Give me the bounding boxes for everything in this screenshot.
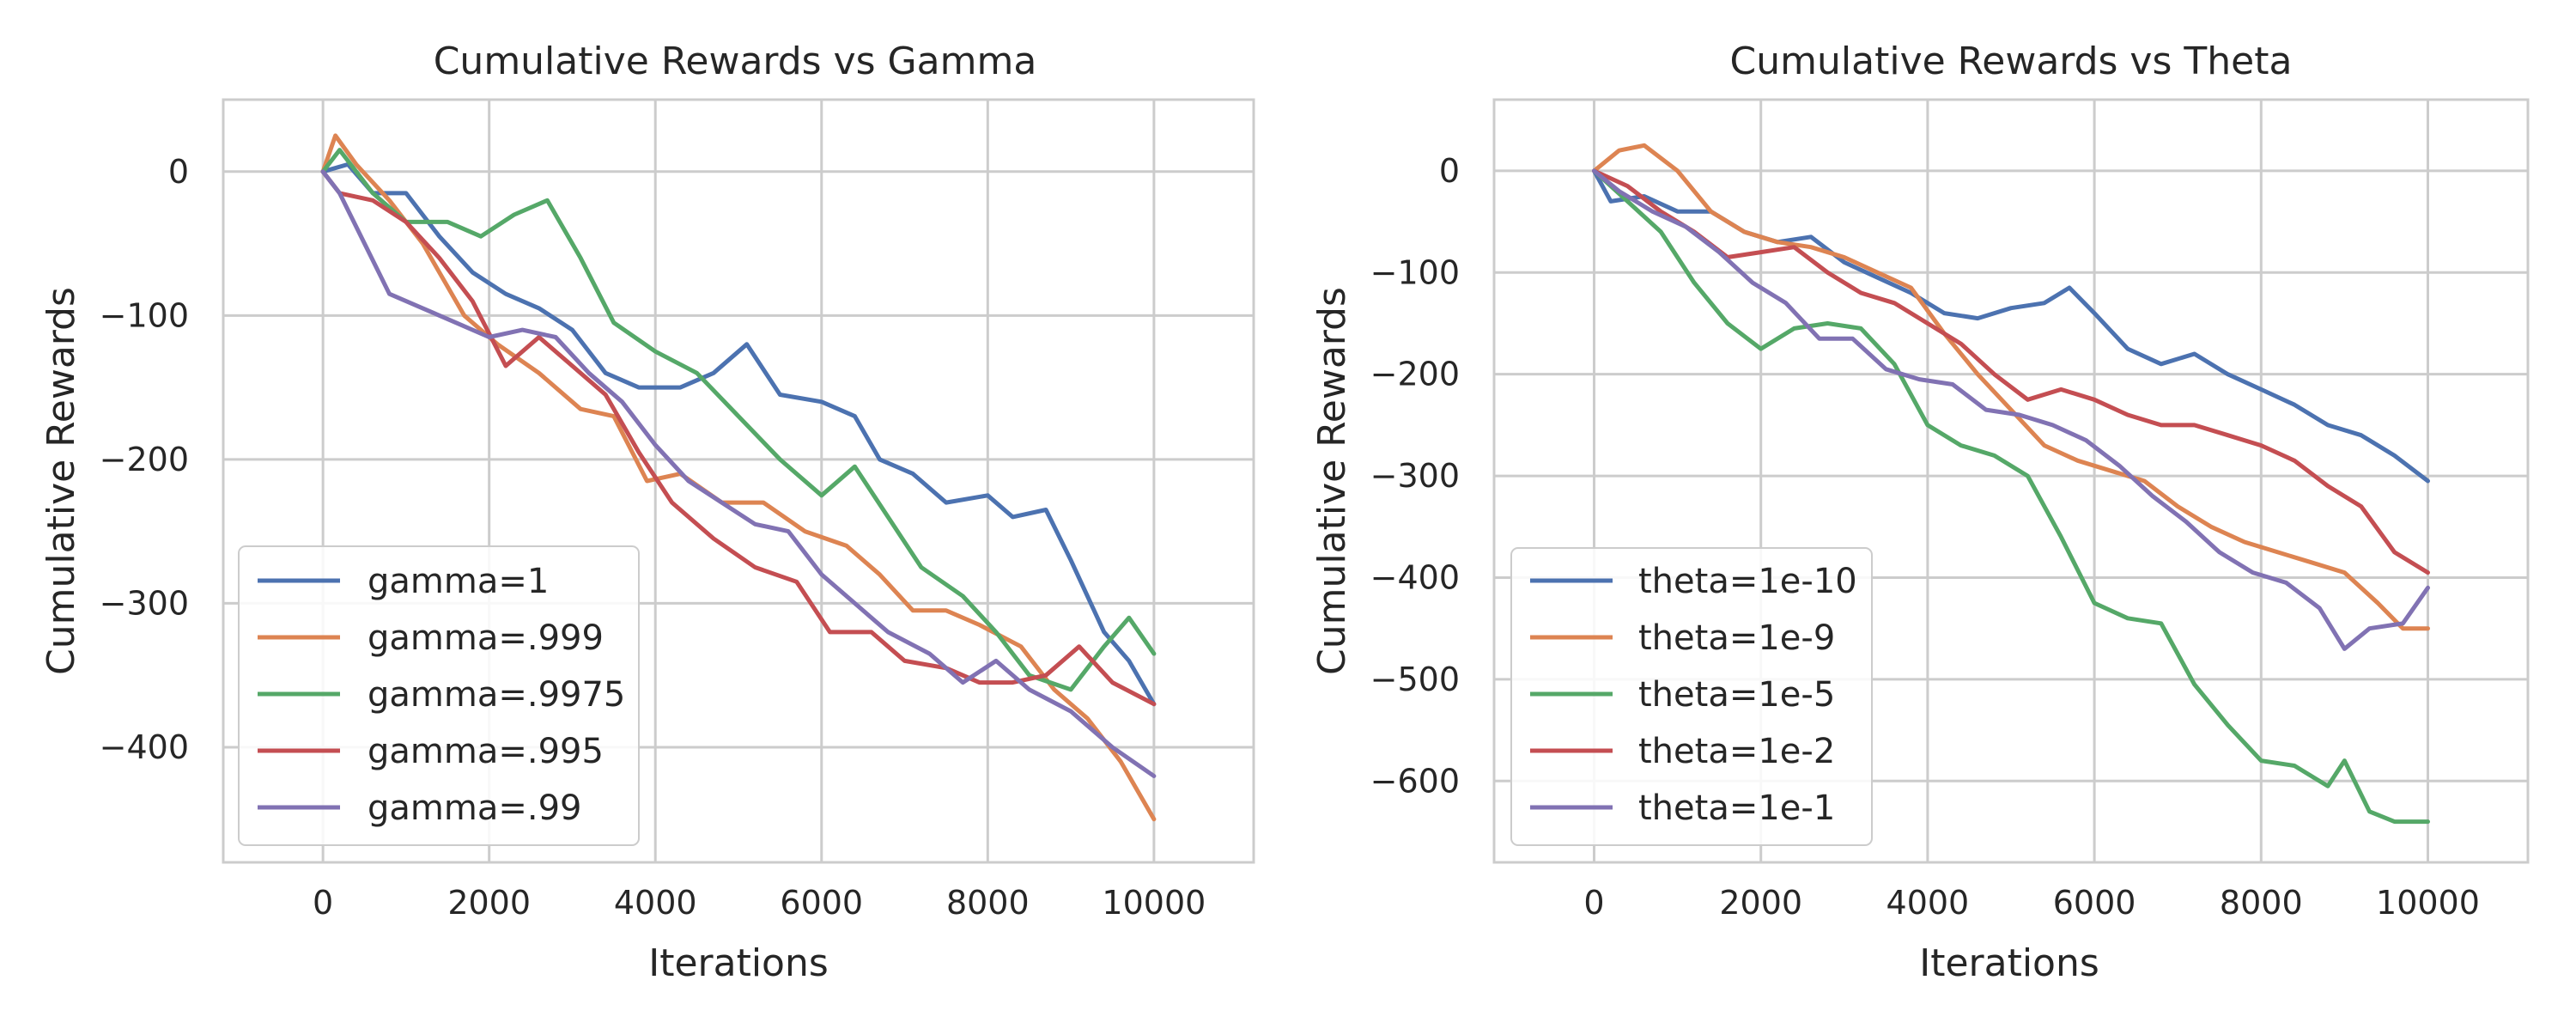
series-line-gamma-99 bbox=[320, 169, 1157, 778]
y-axis-label: Cumulative Rewards bbox=[1310, 287, 1354, 675]
y-tick-label: −100 bbox=[1370, 253, 1460, 291]
legend-entry: theta=1e-10 bbox=[1530, 562, 1857, 601]
legend-label: theta=1e-5 bbox=[1638, 675, 1835, 715]
legend: theta=1e-10 theta=1e-9 theta=1e-5 theta=… bbox=[1510, 547, 1873, 846]
legend-entry: gamma=.999 bbox=[258, 618, 604, 658]
x-tick-label: 4000 bbox=[614, 884, 697, 922]
legend-label: gamma=.999 bbox=[368, 618, 604, 658]
panel-theta: Cumulative Rewards vs Theta 0 2000 4000 600… bbox=[1310, 40, 2530, 985]
series-line-theta-1e-9 bbox=[1592, 143, 2430, 631]
x-tick-labels: 0 2000 4000 6000 8000 10000 bbox=[313, 884, 1206, 922]
legend-entry: theta=1e-9 bbox=[1530, 618, 1835, 658]
legend-box bbox=[1510, 547, 1873, 846]
legend-label: gamma=.995 bbox=[368, 732, 604, 771]
y-tick-label: −400 bbox=[100, 728, 189, 766]
x-axis-label: Iterations bbox=[648, 941, 829, 985]
x-tick-label: 0 bbox=[1583, 884, 1604, 922]
legend-label: gamma=1 bbox=[368, 562, 549, 601]
series-line-gamma-1 bbox=[320, 161, 1157, 707]
legend-entry: gamma=.995 bbox=[258, 732, 604, 771]
y-tick-label: 0 bbox=[168, 153, 189, 191]
y-tick-label: −200 bbox=[100, 441, 189, 478]
y-tick-label: −400 bbox=[1370, 558, 1460, 596]
x-tick-labels: 0 2000 4000 6000 8000 10000 bbox=[1583, 884, 2480, 922]
series-line-gamma-9975 bbox=[320, 148, 1157, 692]
series-lines bbox=[1592, 143, 2430, 825]
series-line-theta-1e-2 bbox=[1592, 168, 2430, 575]
x-tick-label: 6000 bbox=[2053, 884, 2136, 922]
y-tick-label: −200 bbox=[1370, 356, 1460, 393]
series-line-theta-1e-1 bbox=[1592, 168, 2430, 651]
legend: gamma=1 gamma=.999 gamma=.9975 gamma=.99… bbox=[238, 545, 640, 846]
x-tick-label: 8000 bbox=[2220, 884, 2303, 922]
y-tick-label: −300 bbox=[100, 584, 189, 622]
y-tick-label: −300 bbox=[1370, 457, 1460, 495]
x-axis-label: Iterations bbox=[1919, 941, 2099, 985]
series-line-theta-1e-5 bbox=[1592, 168, 2430, 825]
x-tick-label: 2000 bbox=[1719, 884, 1802, 922]
x-tick-label: 2000 bbox=[447, 884, 531, 922]
plot-frame bbox=[1492, 98, 2530, 864]
x-tick-label: 4000 bbox=[1886, 884, 1970, 922]
y-tick-label: −100 bbox=[100, 296, 189, 334]
legend-entry: theta=1e-1 bbox=[1530, 788, 1835, 828]
x-tick-label: 10000 bbox=[2376, 884, 2480, 922]
legend-entry: gamma=.9975 bbox=[258, 675, 625, 715]
chart-title: Cumulative Rewards vs Theta bbox=[1730, 40, 2293, 83]
legend-label: theta=1e-9 bbox=[1638, 618, 1835, 658]
y-tick-label: −600 bbox=[1370, 762, 1460, 800]
x-tick-label: 0 bbox=[313, 884, 333, 922]
legend-box bbox=[238, 545, 640, 846]
panel-gamma: Cumulative Rewards vs Gamma 0 2000 4000 600… bbox=[39, 40, 1255, 985]
series-line-gamma-995 bbox=[320, 169, 1157, 707]
x-tick-label: 8000 bbox=[946, 884, 1030, 922]
legend-entry: theta=1e-2 bbox=[1530, 732, 1835, 771]
y-tick-labels: 0 −100 −200 −300 −400 bbox=[100, 153, 189, 766]
series-lines bbox=[320, 133, 1157, 822]
y-tick-labels: 0 −100 −200 −300 −400 −500 −600 bbox=[1370, 152, 1460, 800]
legend-label: theta=1e-10 bbox=[1638, 562, 1857, 601]
y-tick-label: −500 bbox=[1370, 661, 1460, 698]
legend-label: theta=1e-2 bbox=[1638, 732, 1835, 771]
x-tick-label: 6000 bbox=[780, 884, 863, 922]
legend-entry: gamma=.99 bbox=[258, 788, 581, 828]
y-tick-label: 0 bbox=[1439, 152, 1460, 190]
x-tick-label: 10000 bbox=[1102, 884, 1206, 922]
legend-label: gamma=.99 bbox=[368, 788, 581, 828]
legend-label: gamma=.9975 bbox=[368, 675, 625, 715]
legend-entry: gamma=1 bbox=[258, 562, 549, 601]
y-axis-label: Cumulative Rewards bbox=[39, 287, 83, 675]
legend-entry: theta=1e-5 bbox=[1530, 675, 1835, 715]
legend-label: theta=1e-1 bbox=[1638, 788, 1835, 828]
chart-title: Cumulative Rewards vs Gamma bbox=[434, 40, 1037, 83]
